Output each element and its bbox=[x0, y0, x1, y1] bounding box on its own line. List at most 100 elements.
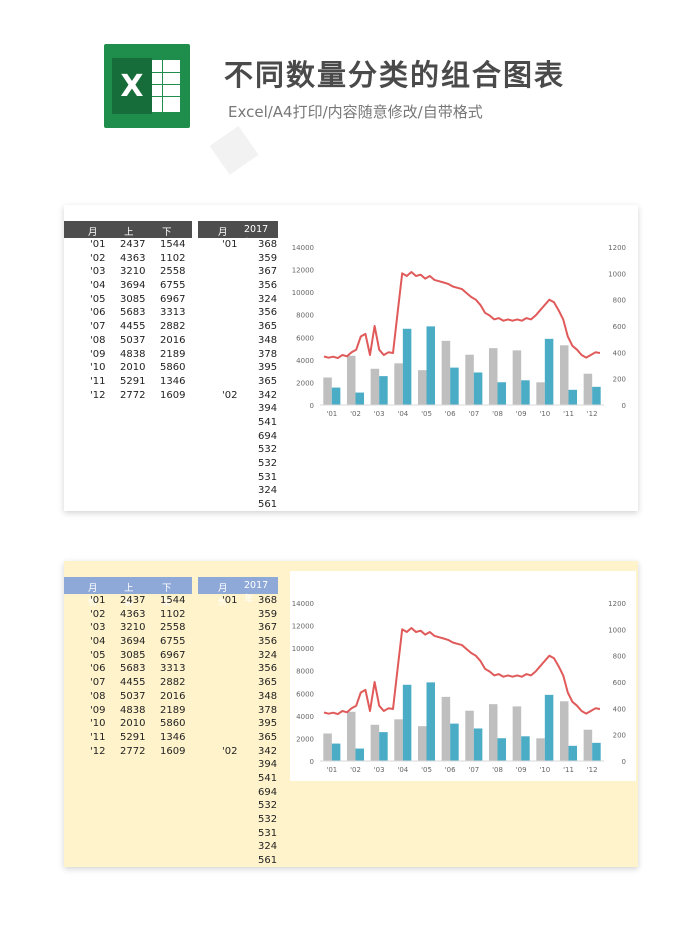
bar-tops bbox=[512, 706, 522, 761]
bar-bottoms bbox=[355, 392, 365, 405]
cell-2017: 359 bbox=[258, 608, 278, 620]
bar-bottoms bbox=[331, 743, 341, 761]
x-tick-label: '11 bbox=[563, 410, 574, 418]
col-header-2017: 2017年 bbox=[244, 224, 269, 249]
header-bar bbox=[64, 221, 192, 238]
bar-bottoms bbox=[355, 748, 365, 761]
cell-month: '04 bbox=[90, 636, 106, 648]
cell-2017: 359 bbox=[258, 252, 278, 264]
bar-bottoms bbox=[473, 728, 483, 761]
bar-bottoms bbox=[544, 338, 554, 405]
cell-month: '01 bbox=[90, 595, 106, 606]
cell-tops: 4838 bbox=[120, 348, 146, 360]
bar-bottoms bbox=[568, 745, 578, 761]
cell-month: '06 bbox=[90, 663, 106, 675]
cell-2017: 394 bbox=[258, 759, 278, 771]
cell-bottoms: 6967 bbox=[160, 293, 186, 305]
cell-tops: 2772 bbox=[120, 745, 146, 757]
x-tick-label: '01 bbox=[326, 410, 337, 418]
cell-2017: 356 bbox=[258, 663, 278, 675]
bar-bottoms bbox=[568, 389, 578, 405]
cell-bottoms: 2189 bbox=[160, 348, 186, 360]
y-left-tick-label: 14000 bbox=[292, 244, 314, 252]
y-right-tick-label: 400 bbox=[613, 705, 626, 713]
cell-tops: 3694 bbox=[120, 280, 146, 292]
bar-tops bbox=[417, 370, 427, 405]
page-subtitle: Excel/A4打印/内容随意修改/自带格式 bbox=[228, 103, 483, 121]
y-left-tick-label: 0 bbox=[310, 758, 314, 766]
bar-tops bbox=[512, 350, 522, 405]
cell-tops: 2437 bbox=[120, 239, 146, 250]
series-line-2017 bbox=[323, 271, 601, 360]
y-left-tick-label: 8000 bbox=[296, 312, 314, 320]
cell-2017: 378 bbox=[258, 704, 278, 716]
x-tick-label: '10 bbox=[539, 410, 550, 418]
cell-tops: 3210 bbox=[120, 622, 146, 634]
cell-bottoms: 3313 bbox=[160, 663, 186, 675]
cell-bottoms: 1609 bbox=[160, 389, 186, 401]
bar-bottoms bbox=[592, 742, 601, 761]
bar-bottoms bbox=[497, 738, 507, 761]
cell-2017: 348 bbox=[258, 690, 278, 702]
bar-tops bbox=[346, 711, 356, 761]
col-header-2017: 2017年 bbox=[244, 580, 269, 605]
cell-2017: 365 bbox=[258, 731, 278, 743]
cell-2017: 365 bbox=[258, 321, 278, 333]
x-tick-label: '01 bbox=[326, 766, 337, 774]
bar-tops bbox=[323, 733, 332, 761]
col-header-tops: 上装 bbox=[124, 583, 134, 608]
header-bar bbox=[198, 221, 278, 238]
cell-tops: 5291 bbox=[120, 731, 146, 743]
col-header-month: 月份 bbox=[88, 227, 98, 252]
bar-bottoms bbox=[473, 372, 483, 405]
cell-bottoms: 3313 bbox=[160, 307, 186, 319]
bar-bottoms bbox=[379, 376, 388, 405]
cell-2017: 324 bbox=[258, 485, 278, 497]
y-right-tick-label: 1200 bbox=[608, 600, 626, 608]
y-right-tick-label: 1200 bbox=[608, 244, 626, 252]
y-right-tick-label: 200 bbox=[613, 376, 626, 384]
bar-tops bbox=[536, 382, 545, 405]
cell-bottoms: 5860 bbox=[160, 718, 186, 730]
page-title: 不同数量分类的组合图表 bbox=[224, 58, 566, 92]
cell-month: '04 bbox=[90, 280, 106, 292]
bar-tops bbox=[441, 696, 451, 761]
bar-bottoms bbox=[450, 367, 459, 405]
cell-2017: 348 bbox=[258, 334, 278, 346]
x-tick-label: '07 bbox=[468, 766, 479, 774]
bar-bottoms bbox=[450, 723, 459, 761]
y-right-tick-label: 800 bbox=[613, 653, 626, 661]
x-tick-label: '10 bbox=[539, 766, 550, 774]
cell-tops: 4363 bbox=[120, 608, 146, 620]
cell-bottoms: 2558 bbox=[160, 266, 186, 278]
col-header-bottoms: 下装 bbox=[162, 583, 172, 608]
cell-month: '11 bbox=[90, 375, 106, 387]
cell-2017: 694 bbox=[258, 430, 278, 442]
col-header-tops: 上装 bbox=[124, 227, 134, 252]
bar-tops bbox=[323, 377, 332, 405]
x-tick-label: '09 bbox=[516, 410, 527, 418]
cell-month: '01 bbox=[90, 239, 106, 250]
cell-2017: 342 bbox=[258, 389, 278, 401]
y-right-tick-label: 600 bbox=[613, 679, 626, 687]
cell-2017: 365 bbox=[258, 375, 278, 387]
cell-2017: 356 bbox=[258, 636, 278, 648]
y-left-tick-label: 2000 bbox=[296, 735, 314, 743]
cell-month: '09 bbox=[90, 348, 106, 360]
cell-2017: 561 bbox=[258, 499, 278, 511]
x-tick-label: '11 bbox=[563, 766, 574, 774]
chart-svg: 0 2000 4000 6000 8000 10000 12000 14000 0 200 400 6… bbox=[292, 600, 626, 774]
cell-2017: 324 bbox=[258, 649, 278, 661]
cell-tops: 2010 bbox=[120, 362, 146, 374]
combo-chart: 0 2000 4000 6000 8000 10000 12000 14000 0 200 400 6… bbox=[290, 215, 636, 425]
y-left-tick-label: 4000 bbox=[296, 357, 314, 365]
bar-tops bbox=[488, 348, 498, 405]
cell-bottoms: 6755 bbox=[160, 636, 186, 648]
cell-2017: 324 bbox=[258, 293, 278, 305]
cell-2017: 531 bbox=[258, 827, 278, 839]
bar-tops bbox=[370, 368, 380, 405]
bar-tops bbox=[559, 345, 569, 405]
bar-tops bbox=[394, 719, 403, 761]
y-right-tick-label: 600 bbox=[613, 323, 626, 331]
header-bar bbox=[198, 577, 278, 594]
